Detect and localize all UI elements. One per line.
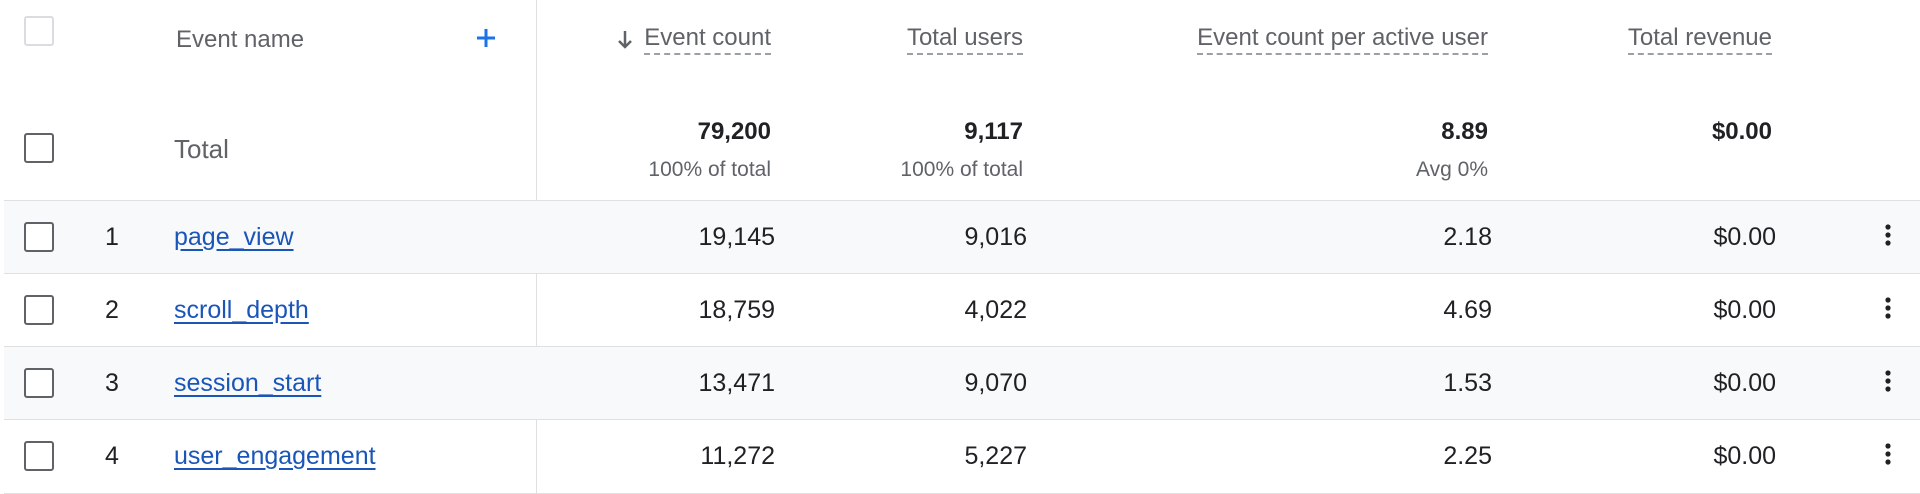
total-users-header[interactable]: Total users — [906, 22, 1023, 58]
total-revenue-cell: $0.00 — [1713, 223, 1776, 251]
row-index: 4 — [105, 442, 119, 470]
more-vertical-icon — [1885, 369, 1891, 397]
total-revenue-cell: $0.00 — [1713, 296, 1776, 324]
event-name-link[interactable]: user_engagement — [174, 442, 376, 470]
event-count-cell: 19,145 — [698, 223, 775, 251]
totals-checkbox[interactable] — [24, 133, 54, 163]
row-index: 1 — [105, 223, 119, 251]
totals-per-user-avg: Avg 0% — [1416, 158, 1488, 181]
event-name-header[interactable]: Event name — [176, 26, 305, 53]
per-user-cell: 1.53 — [1443, 369, 1492, 397]
more-vertical-icon — [1885, 223, 1891, 251]
totals-event-count: 79,200 — [697, 118, 771, 145]
add-dimension-button[interactable] — [470, 20, 502, 60]
table-row: 3 session_start 13,471 9,070 1.53 $0.00 — [4, 346, 1920, 420]
arrow-down-icon — [616, 29, 634, 51]
row-checkbox[interactable] — [24, 368, 54, 398]
event-count-per-active-user-header[interactable]: Event count per active user — [1197, 22, 1488, 58]
row-index: 2 — [105, 296, 119, 324]
event-count-cell: 11,272 — [700, 442, 775, 470]
plus-icon — [475, 27, 497, 54]
event-count-header[interactable]: Event count — [616, 22, 771, 58]
select-all-checkbox[interactable] — [24, 16, 54, 46]
row-menu-button[interactable] — [1870, 219, 1906, 255]
row-checkbox[interactable] — [24, 441, 54, 471]
row-checkbox[interactable] — [24, 295, 54, 325]
total-users-cell: 5,227 — [964, 442, 1027, 470]
row-index: 3 — [105, 369, 119, 397]
totals-event-count-share: 100% of total — [648, 158, 771, 181]
per-user-cell: 2.25 — [1443, 442, 1492, 470]
totals-total-users: 9,117 — [964, 118, 1023, 145]
total-users-cell: 9,070 — [964, 369, 1027, 397]
total-revenue-cell: $0.00 — [1713, 442, 1776, 470]
event-name-link[interactable]: session_start — [174, 369, 322, 397]
total-users-cell: 9,016 — [964, 223, 1027, 251]
totals-total-revenue: $0.00 — [1711, 118, 1772, 145]
per-user-cell: 2.18 — [1443, 223, 1492, 251]
total-revenue-header-label: Total revenue — [1627, 25, 1772, 55]
totals-total-users-share: 100% of total — [900, 158, 1023, 181]
per-user-cell: 4.69 — [1443, 296, 1492, 324]
event-name-link[interactable]: scroll_depth — [174, 296, 309, 324]
event-count-cell: 13,471 — [698, 369, 775, 397]
more-vertical-icon — [1885, 296, 1891, 324]
total-revenue-header[interactable]: Total revenue — [1627, 22, 1772, 58]
event-name-link[interactable]: page_view — [174, 223, 294, 251]
totals-per-user: 8.89 — [1441, 118, 1488, 145]
table-row: 2 scroll_depth 18,759 4,022 4.69 $0.00 — [4, 273, 1920, 347]
event-count-cell: 18,759 — [698, 296, 775, 324]
row-checkbox[interactable] — [24, 222, 54, 252]
event-count-header-label: Event count — [644, 25, 771, 55]
row-menu-button[interactable] — [1870, 438, 1906, 474]
total-users-cell: 4,022 — [964, 296, 1027, 324]
event-count-per-active-user-header-label: Event count per active user — [1197, 25, 1488, 55]
row-menu-button[interactable] — [1870, 292, 1906, 328]
table-row: 1 page_view 19,145 9,016 2.18 $0.00 — [4, 200, 1920, 274]
more-vertical-icon — [1885, 442, 1891, 470]
total-users-header-label: Total users — [906, 25, 1023, 55]
table-row: 4 user_engagement 11,272 5,227 2.25 $0.0… — [4, 419, 1920, 494]
row-menu-button[interactable] — [1870, 365, 1906, 401]
total-revenue-cell: $0.00 — [1713, 369, 1776, 397]
totals-label: Total — [174, 134, 229, 164]
